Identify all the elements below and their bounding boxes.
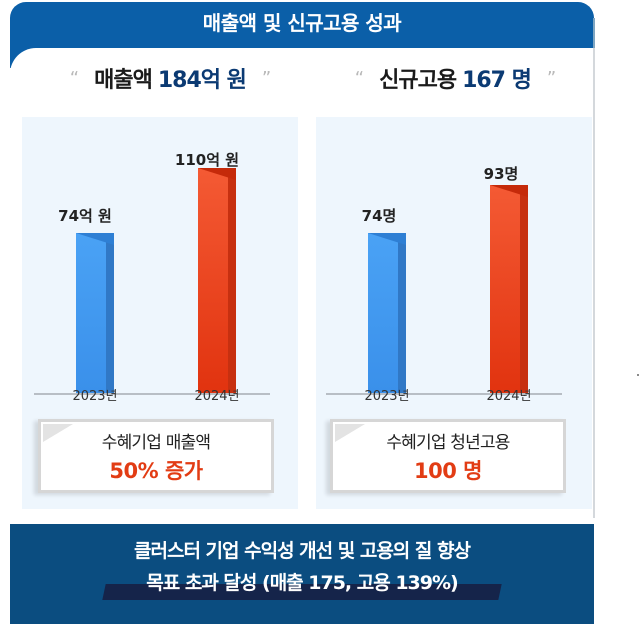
bar-2024 (198, 168, 236, 393)
bar-value-label: 74억 원 (58, 207, 112, 225)
summary-label: 매출액 (94, 68, 153, 93)
bar-2023 (76, 233, 114, 393)
footer-line-1: 클러스터 기업 수익성 개선 및 고용의 질 향상 (134, 540, 471, 562)
bar-2024 (490, 185, 528, 393)
employment-chart: 74명 93명 2023년 2024년 (316, 117, 592, 417)
bar-value-label: 110억 원 (174, 151, 240, 169)
close-quote-icon: ” (546, 67, 556, 89)
x-tick-label: 2023년 (364, 389, 410, 404)
note-value: 100 명 (414, 459, 482, 483)
infographic-frame: 매출액 및 신규고용 성과 (10, 2, 594, 622)
employment-note-card: 수혜기업 청년고용 100 명 (330, 419, 566, 493)
divider (593, 48, 595, 518)
employment-chart-panel: 74명 93명 2023년 2024년 수혜기업 청년고용 100 명 (316, 117, 592, 509)
page-title: 매출액 및 신규고용 성과 (202, 11, 402, 35)
note-title: 수혜기업 매출액 (101, 433, 211, 453)
footer-banner: 클러스터 기업 수익성 개선 및 고용의 질 향상 목표 초과 달성 (매출 1… (10, 524, 594, 624)
revenue-note-card: 수혜기업 매출액 50% 증가 (38, 419, 274, 493)
note-value: 50% 증가 (109, 459, 203, 483)
bar-2023 (368, 233, 406, 393)
x-axis (34, 393, 270, 395)
open-quote-icon: “ (354, 67, 364, 89)
x-tick-label: 2024년 (194, 389, 240, 404)
x-tick-label: 2024년 (486, 389, 532, 404)
summary-value: 184억 원 (157, 68, 247, 93)
summary-value: 167 명 (462, 68, 532, 93)
stray-dot (637, 374, 639, 376)
x-tick-label: 2023년 (72, 389, 118, 404)
revenue-chart-panel: 74억 원 110억 원 2023년 2024년 수혜기업 매출액 50% 증가 (22, 117, 298, 509)
x-axis (326, 393, 562, 395)
page-fold-icon (335, 424, 365, 442)
close-quote-icon: ” (261, 67, 271, 89)
summary-label: 신규고용 (379, 68, 457, 93)
header-curve (10, 48, 594, 78)
open-quote-icon: “ (69, 67, 79, 89)
revenue-chart: 74억 원 110억 원 2023년 2024년 (22, 117, 298, 417)
bar-value-label: 93명 (483, 165, 519, 183)
divider-accent (593, 18, 595, 48)
footer-line-2: 목표 초과 달성 (매출 175, 고용 139%) (146, 572, 458, 594)
summary-employment: “ 신규고용 167 명 ” (320, 60, 590, 96)
summary-revenue: “ 매출액 184억 원 ” (40, 60, 300, 96)
page-fold-icon (43, 424, 73, 442)
note-title: 수혜기업 청년고용 (386, 433, 510, 453)
bar-value-label: 74명 (361, 207, 397, 225)
